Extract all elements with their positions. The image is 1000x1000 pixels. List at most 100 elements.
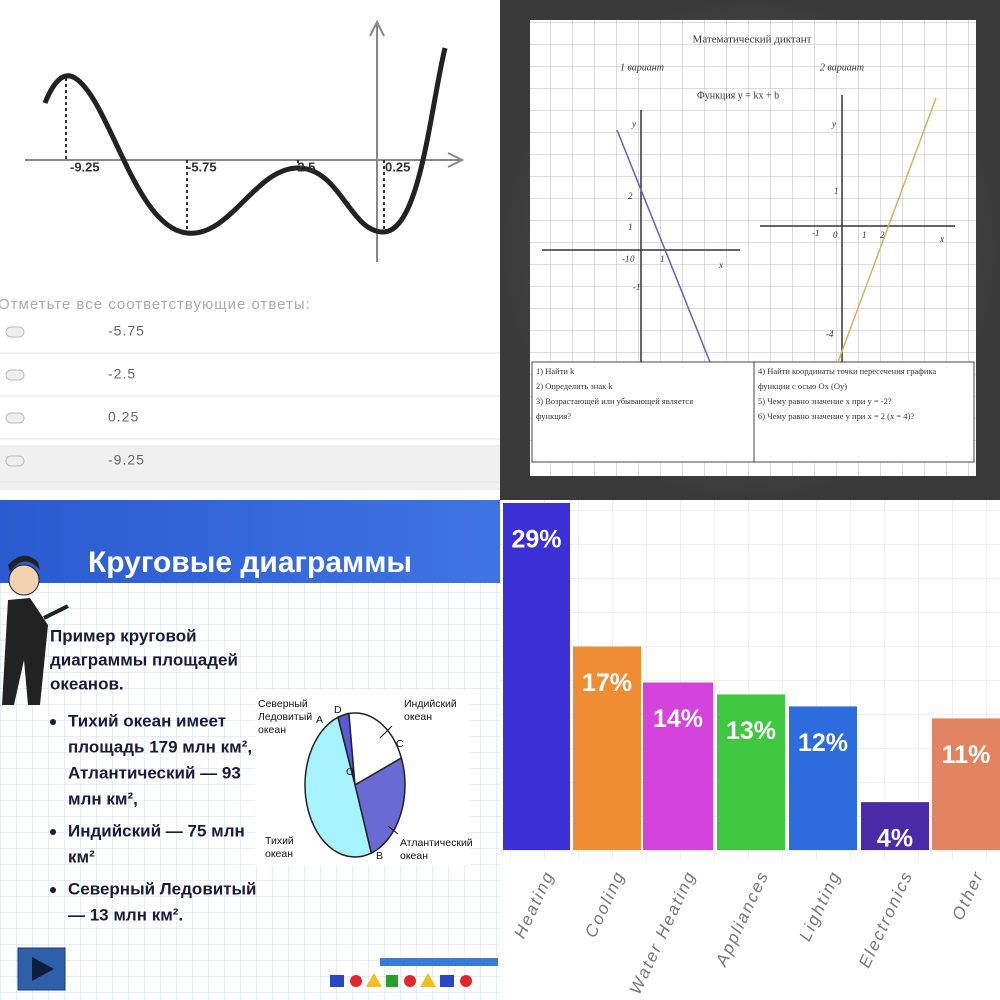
pie-label: океан	[258, 724, 286, 736]
task-line: функция?	[536, 411, 571, 421]
value-label: 29%	[511, 526, 561, 554]
line-2	[837, 97, 937, 363]
graph-label: y	[831, 119, 836, 129]
task-line: 6) Чему равно значение y при x = 2 (x = …	[758, 411, 914, 421]
pie-slice	[348, 712, 403, 787]
graph-label: 1	[834, 186, 839, 196]
pie-point: D	[334, 704, 342, 716]
axis-label: -2.5	[293, 159, 315, 174]
variant-label: 2 вариант	[820, 62, 864, 73]
radio-button[interactable]	[5, 326, 25, 338]
bullet-dot	[50, 829, 56, 835]
pie-label: океан	[404, 711, 432, 723]
bar	[789, 706, 857, 850]
nav-button-arrow[interactable]	[32, 957, 54, 981]
bar	[932, 718, 1000, 850]
intro-line: Пример круговой	[50, 626, 197, 645]
task-line: 4) Найти координаты точки пересечения гр…	[758, 366, 936, 376]
pie-label: Индийский	[404, 698, 457, 710]
tasks-box-1	[531, 361, 755, 463]
graph-label: 2	[628, 191, 633, 201]
y-arrow	[369, 19, 385, 37]
radio-button[interactable]	[5, 369, 25, 381]
cartoon-teacher	[2, 555, 69, 705]
variant-label: 1 вариант	[620, 62, 664, 73]
axis-label: 0.25	[385, 159, 410, 174]
line-1	[616, 129, 711, 363]
graph-label: 0	[833, 230, 838, 240]
bullet-line: млн км²,	[68, 789, 138, 808]
graph-axes	[542, 95, 955, 362]
graph-label: 2	[880, 230, 885, 240]
pie-label: Северный	[258, 698, 308, 710]
bullet-line: Индийский — 75 млн	[68, 821, 245, 840]
bar	[643, 682, 713, 850]
task-line: 5) Чему равно значение x при y = -2?	[758, 396, 892, 406]
pie-pointer	[379, 725, 399, 835]
slide-title-bar	[0, 500, 500, 583]
graph-label: y	[631, 119, 636, 129]
function-label: Функция y = kx + b	[697, 90, 779, 101]
decor-shapes	[330, 958, 498, 987]
radio-button[interactable]	[5, 412, 25, 424]
graph-label: x	[939, 234, 944, 244]
pie-label: океан	[265, 848, 293, 860]
option-label: 0.25	[108, 409, 139, 425]
bullet-line: км²	[68, 847, 95, 866]
graph-label: -1	[622, 254, 630, 264]
pie-label: Тихий	[265, 835, 294, 847]
nav-button[interactable]	[17, 947, 66, 991]
pie-label: Ледовитый	[258, 711, 312, 723]
value-label: 13%	[726, 717, 776, 745]
bar	[717, 694, 785, 850]
bullet-dot	[50, 719, 56, 725]
intro-line: океанов.	[50, 674, 124, 693]
option-label: -2.5	[108, 366, 136, 382]
pie-label: Атлантический	[400, 837, 473, 849]
pie-point: O	[346, 766, 354, 778]
bullet-line: Тихий океан имеет	[68, 711, 226, 730]
tasks-box-2	[753, 361, 975, 463]
pie-label: океан	[400, 850, 428, 862]
bullet-line: Северный Ледовитый	[68, 879, 257, 898]
bullet-dot	[50, 887, 56, 893]
task-line: функции с осью Ox (Oy)	[758, 381, 847, 391]
graph-label: -4	[826, 329, 834, 339]
slide-title: Круговые диаграммы	[88, 546, 412, 579]
graph-label: -1	[812, 228, 820, 238]
graph-label: x	[718, 260, 723, 270]
drop-lines	[65, 78, 385, 233]
bullet-line: Атлантический — 93	[68, 763, 241, 782]
task-line: 1) Найти k	[536, 366, 575, 376]
sheet-title: Математический диктант	[693, 34, 812, 46]
graph-label: 1	[628, 222, 633, 232]
axis-label: -9.25	[70, 159, 100, 174]
curve	[42, 47, 448, 236]
option-label: -9.25	[108, 452, 145, 468]
pie	[304, 712, 406, 858]
task-line: 3) Возрастающей или убывающей является	[536, 396, 693, 406]
value-label: 17%	[582, 669, 632, 697]
x-arrow	[447, 152, 465, 168]
value-label: 11%	[942, 741, 991, 769]
pie-point: C	[396, 738, 404, 750]
task-line: 2) Определить знак k	[536, 381, 613, 391]
graph-label: 0	[630, 254, 635, 264]
bar	[861, 802, 929, 850]
pie-point: A	[316, 714, 323, 726]
graph-label: 1	[862, 230, 867, 240]
bullet-line: — 13 млн км².	[68, 905, 183, 924]
bar	[503, 503, 570, 850]
radio-button[interactable]	[5, 455, 25, 467]
bullet-line: площадь 179 млн км²,	[68, 737, 252, 756]
value-label: 12%	[798, 729, 848, 757]
question-prompt: Отметьте все соответствующие ответы:	[0, 296, 311, 313]
graph-label: 1	[660, 254, 665, 264]
pie-point: B	[376, 850, 383, 862]
graph-label: -1	[633, 282, 641, 292]
option-highlight	[0, 445, 500, 490]
value-label: 4%	[877, 825, 913, 853]
intro-line: диаграммы площадей	[50, 650, 238, 669]
value-label: 14%	[653, 705, 703, 733]
